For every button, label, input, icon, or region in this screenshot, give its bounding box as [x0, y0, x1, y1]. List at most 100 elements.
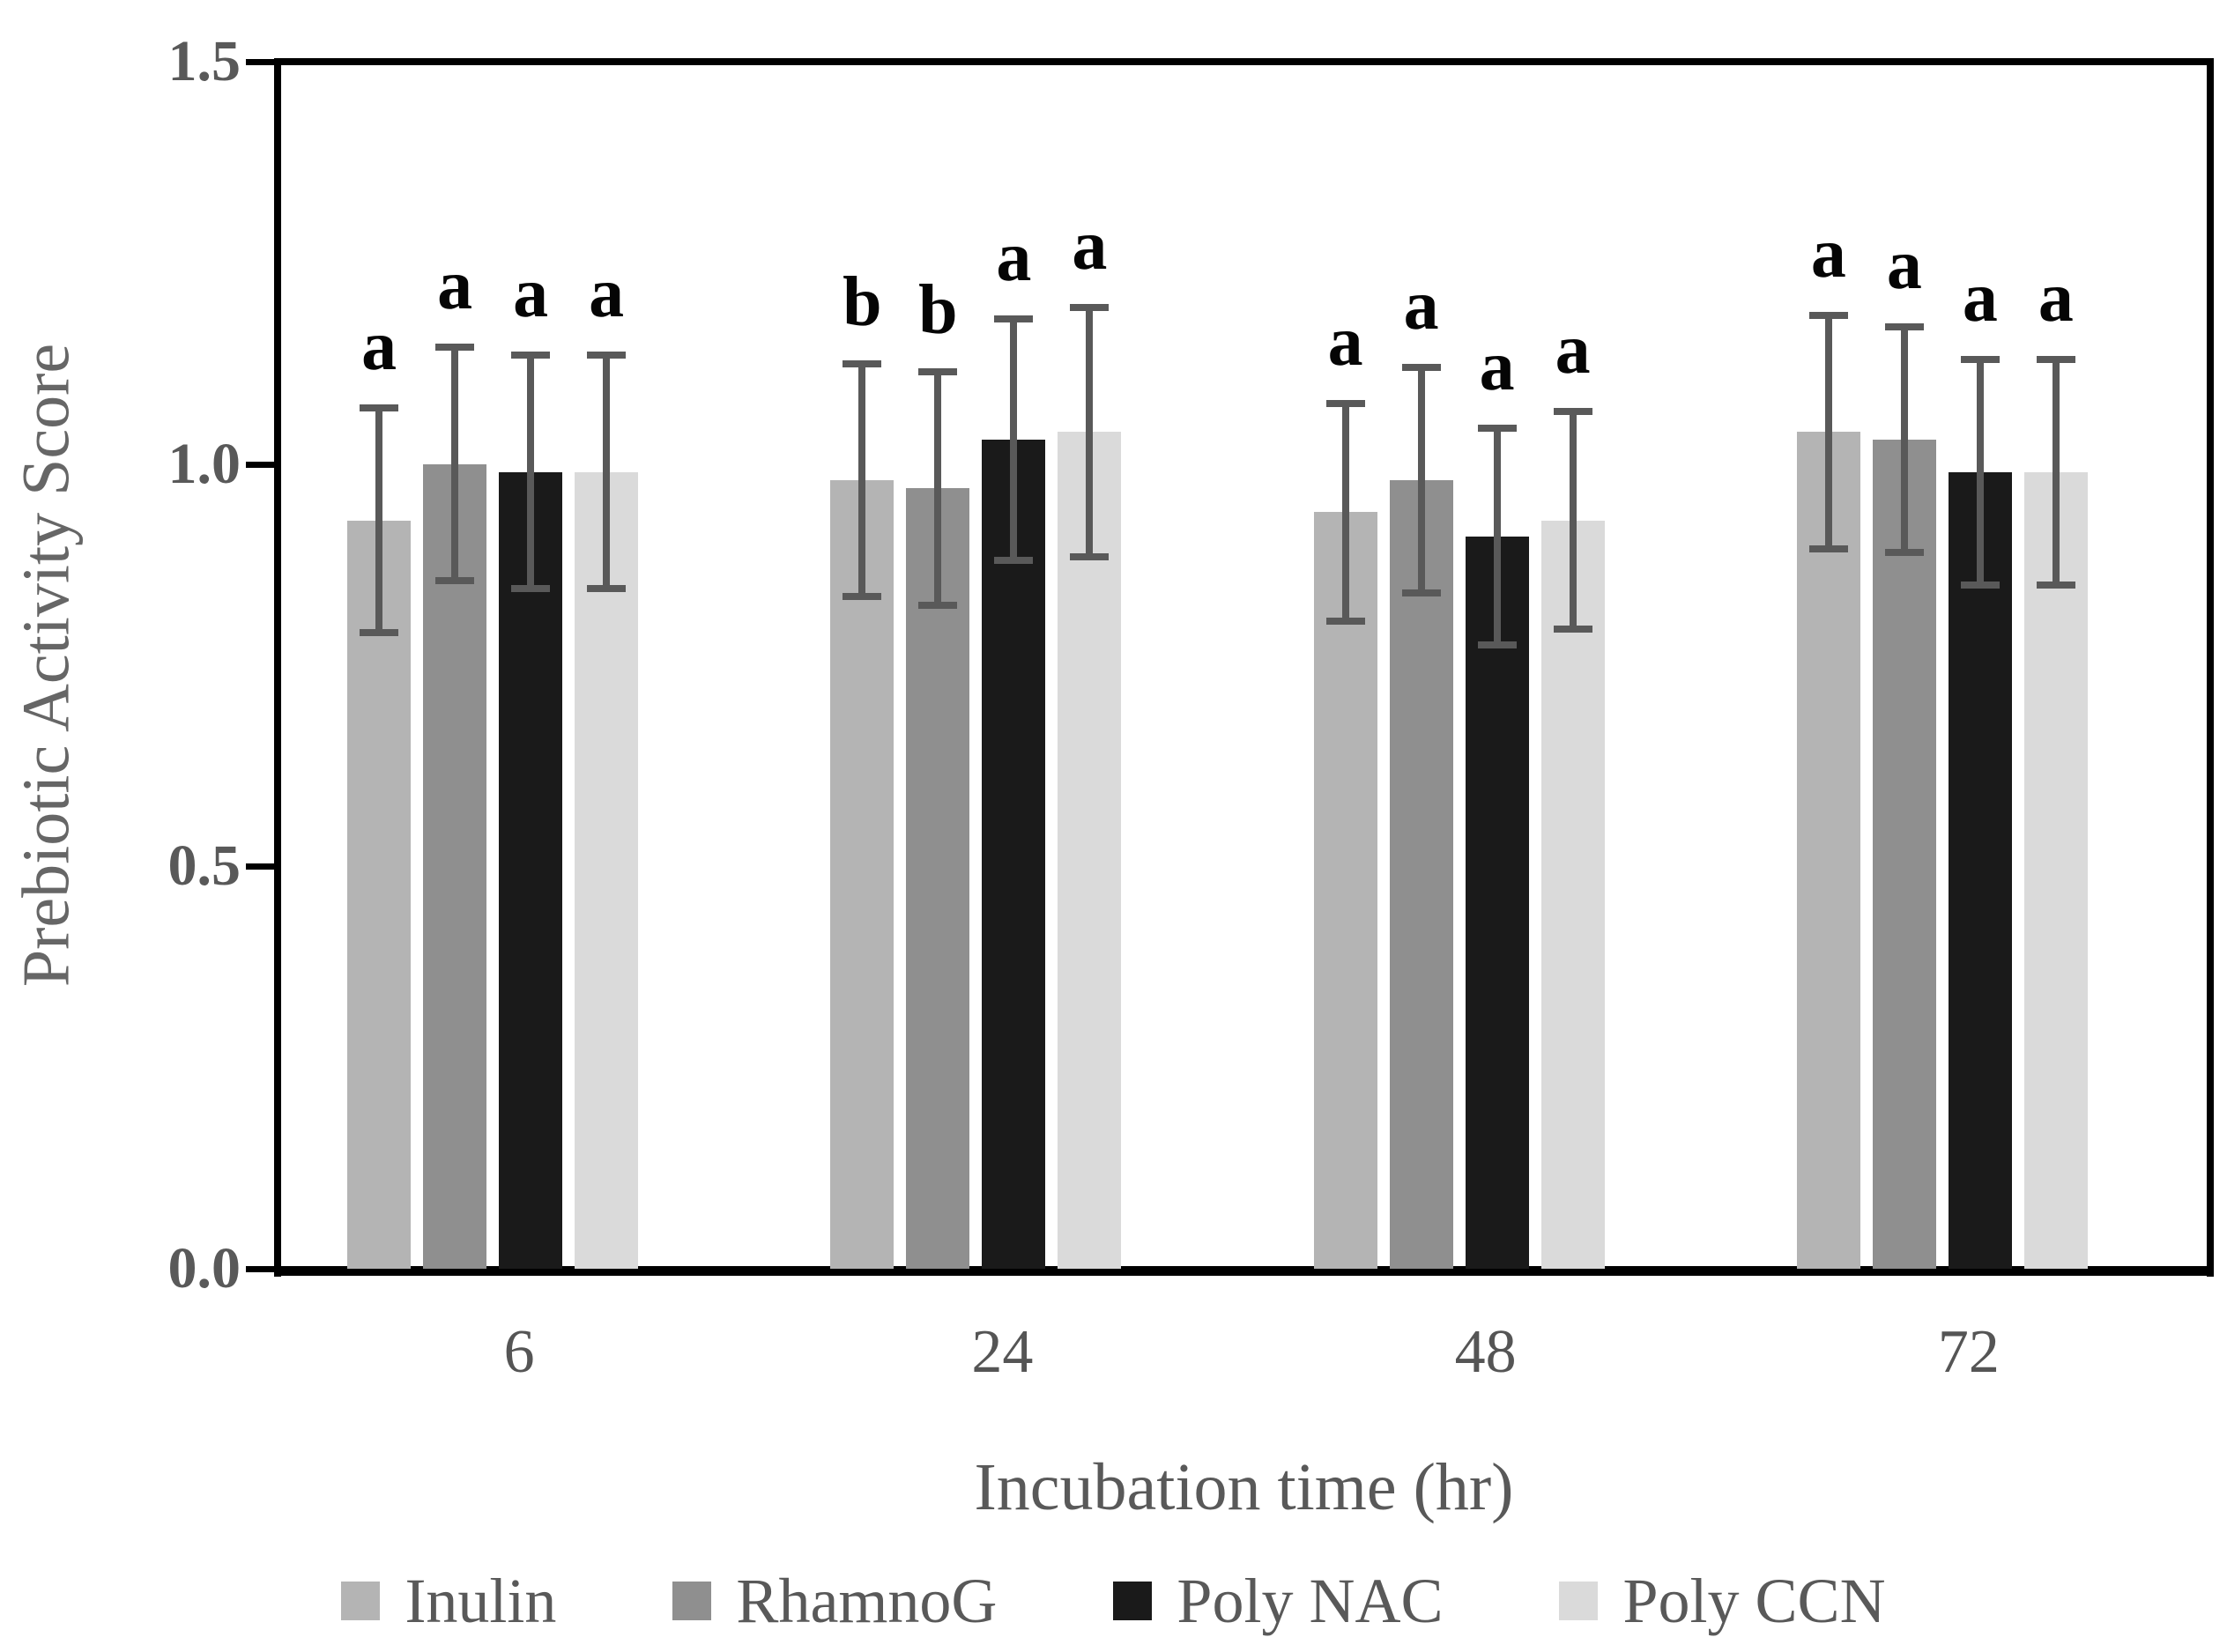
legend: Inulin RhamnoG Poly NAC Poly CCN — [0, 1552, 2227, 1649]
significance-letter: a — [589, 255, 625, 333]
y-tick-label: 0.0 — [167, 1236, 241, 1300]
error-bar-stem — [934, 371, 942, 605]
error-bar-cap-top — [1401, 364, 1441, 372]
error-bar-stem — [1417, 367, 1425, 593]
legend-label: Poly CCN — [1622, 1566, 1886, 1636]
error-bar-stem — [1824, 315, 1832, 549]
bar — [1540, 520, 1605, 1269]
bar — [906, 488, 970, 1269]
error-bar-cap-bottom — [918, 601, 958, 609]
legend-label: Poly NAC — [1177, 1566, 1444, 1636]
x-category-label: 48 — [1454, 1318, 1517, 1386]
error-bar-stem — [603, 355, 611, 589]
significance-letter: a — [513, 255, 549, 333]
plot-frame-top — [274, 58, 2214, 65]
bar — [499, 471, 563, 1269]
bar — [1872, 440, 1936, 1269]
bar — [2023, 471, 2088, 1269]
error-bar-cap-top — [587, 352, 627, 359]
error-bar-cap-top — [1553, 408, 1592, 416]
significance-letter: a — [996, 219, 1032, 297]
plot-frame-left — [274, 58, 281, 1277]
significance-letter: a — [1886, 226, 1922, 305]
bar — [1465, 536, 1529, 1269]
error-bar-cap-bottom — [435, 577, 475, 585]
bar — [347, 520, 412, 1269]
error-bar-cap-bottom — [2036, 581, 2075, 589]
error-bar-cap-top — [511, 352, 551, 359]
bar — [423, 463, 487, 1269]
error-bar-cap-bottom — [994, 557, 1034, 565]
y-axis-tick — [246, 461, 278, 468]
error-bar-stem — [1976, 359, 1984, 585]
bar — [1058, 432, 1122, 1269]
error-bar-cap-top — [1884, 323, 1924, 331]
error-bar-cap-bottom — [1070, 552, 1110, 560]
significance-letter: a — [1555, 311, 1591, 389]
error-bar-cap-top — [360, 404, 399, 411]
error-bar-stem — [1086, 307, 1094, 557]
error-bar-stem — [1341, 404, 1349, 621]
error-bar-cap-top — [843, 359, 882, 367]
significance-letter: a — [361, 307, 397, 385]
plot-frame-right — [2207, 58, 2214, 1277]
x-category-label: 72 — [1937, 1318, 2000, 1386]
significance-letter: a — [2038, 258, 2074, 337]
error-bar-stem — [375, 407, 383, 633]
bar — [575, 471, 639, 1269]
legend-swatch — [1559, 1582, 1599, 1620]
error-bar-stem — [1569, 411, 1577, 629]
error-bar-stem — [858, 363, 866, 597]
x-axis-title: Incubation time (hr) — [278, 1449, 2210, 1525]
y-axis-title: Prebiotic Activity Score — [10, 56, 84, 1276]
error-bar-cap-top — [1808, 311, 1848, 319]
error-bar-cap-bottom — [360, 629, 399, 637]
x-axis-line — [274, 1266, 2214, 1276]
legend-item: Inulin — [341, 1566, 556, 1636]
legend-swatch — [341, 1582, 381, 1620]
error-bar-cap-top — [1325, 400, 1365, 408]
legend-label: RhamnoG — [736, 1566, 998, 1636]
error-bar-cap-bottom — [587, 585, 627, 593]
significance-letter: a — [1810, 214, 1846, 293]
error-bar-cap-top — [2036, 355, 2075, 363]
significance-letter: a — [1479, 327, 1515, 405]
error-bar-stem — [1900, 327, 1908, 553]
error-bar-cap-top — [1070, 303, 1110, 311]
legend-swatch — [672, 1582, 712, 1620]
error-bar-stem — [1010, 319, 1018, 561]
significance-letter: a — [1072, 206, 1108, 285]
error-bar-cap-bottom — [1553, 625, 1592, 633]
error-bar-stem — [527, 355, 535, 589]
y-axis-tick — [246, 59, 278, 65]
error-bar-cap-bottom — [1477, 641, 1517, 649]
legend-item: RhamnoG — [672, 1566, 997, 1636]
error-bar-cap-bottom — [511, 585, 551, 593]
error-bar-cap-top — [1477, 424, 1517, 432]
error-bar-cap-bottom — [1808, 544, 1848, 552]
legend-label: Inulin — [405, 1566, 557, 1636]
bar — [1389, 479, 1453, 1269]
y-tick-label: 1.0 — [167, 431, 241, 496]
significance-letter: b — [918, 270, 958, 349]
legend-item: Poly NAC — [1113, 1566, 1443, 1636]
bar — [830, 479, 895, 1269]
bar — [1796, 432, 1860, 1269]
error-bar-stem — [1493, 427, 1501, 646]
bar — [1948, 471, 2012, 1269]
error-bar-cap-top — [918, 367, 958, 375]
x-category-label: 6 — [503, 1318, 535, 1386]
error-bar-stem — [451, 347, 459, 582]
significance-letter: a — [437, 247, 473, 325]
error-bar-cap-bottom — [1884, 549, 1924, 557]
error-bar-cap-bottom — [1960, 581, 2000, 589]
bar — [982, 440, 1046, 1269]
significance-letter: b — [843, 263, 882, 341]
error-bar-cap-bottom — [843, 593, 882, 601]
y-tick-label: 1.5 — [167, 29, 241, 93]
significance-letter: a — [1327, 303, 1363, 382]
error-bar-cap-top — [994, 315, 1034, 323]
significance-letter: a — [1403, 267, 1439, 345]
error-bar-stem — [2052, 359, 2060, 585]
